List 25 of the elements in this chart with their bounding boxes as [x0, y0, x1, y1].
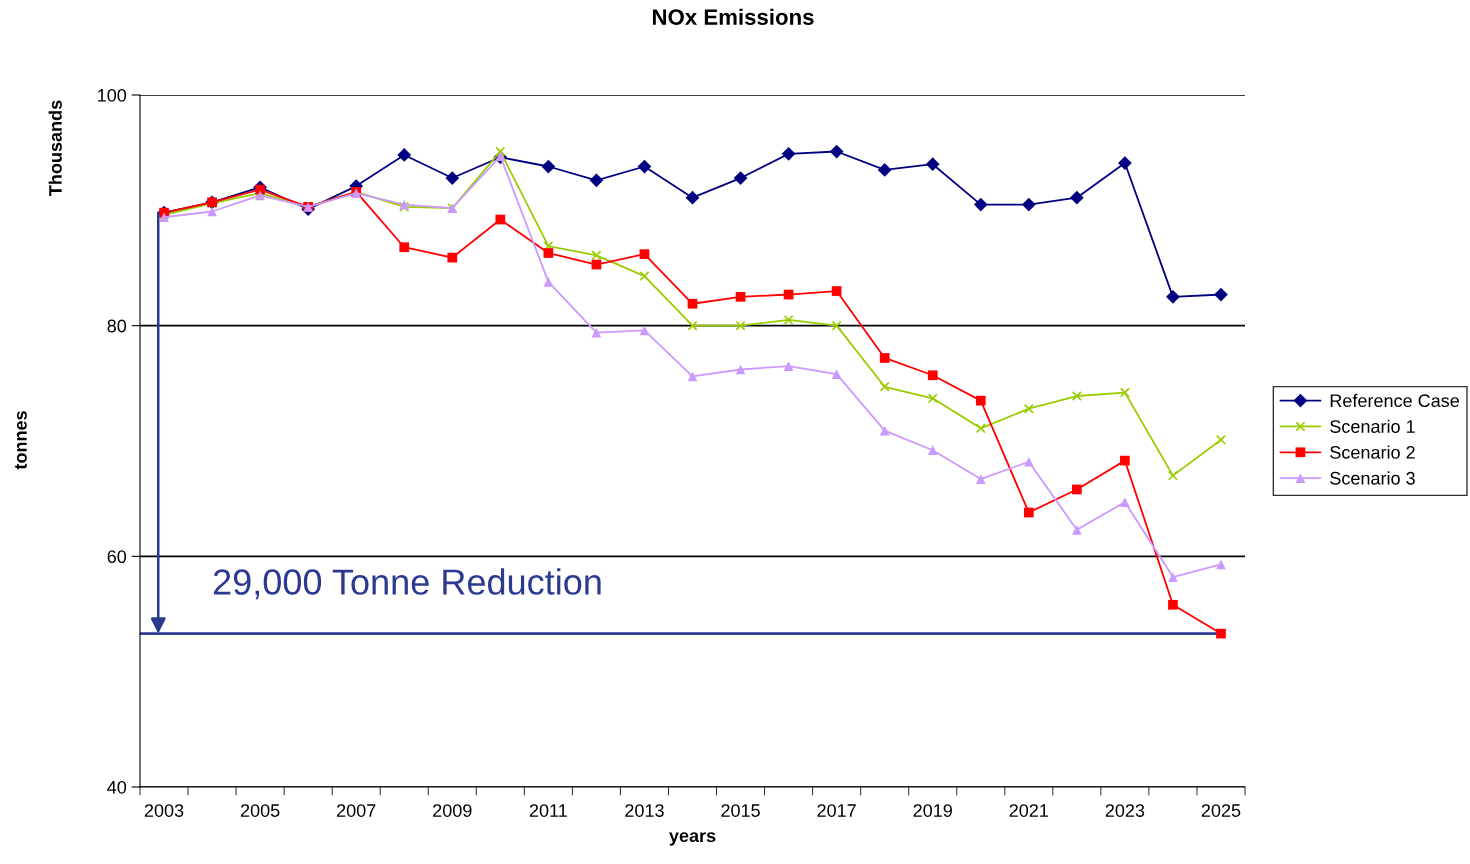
x-tick-label: 2009: [433, 804, 472, 817]
annotation: 29,000 Tonne Reduction: [213, 568, 601, 600]
x-tick-label: 2003: [144, 804, 184, 817]
x-tick-label: 2005: [240, 804, 280, 817]
y-tick-label: 40: [107, 780, 127, 794]
x-axis-title: years: [669, 832, 716, 846]
y-tick-label: 60: [107, 550, 127, 564]
x-tick-label: 2013: [625, 804, 664, 817]
x-tick-label: 2011: [529, 804, 567, 817]
y-tick-label: 100: [98, 88, 127, 102]
x-tick-label: 2023: [1105, 804, 1145, 817]
legend-label: Scenario 3: [1330, 471, 1415, 485]
legend-label: Scenario 2: [1330, 445, 1415, 459]
legend-label: Reference Case: [1330, 393, 1459, 408]
x-tick-label: 2019: [913, 804, 952, 817]
text: Thousands: [48, 100, 62, 196]
chart-title: NOx Emissions: [652, 8, 814, 25]
x-tick-label: 2017: [817, 804, 856, 817]
y-tick-label: 80: [107, 319, 127, 333]
x-tick-label: 2021: [1009, 804, 1049, 817]
y-axis-title: tonnes: [14, 411, 27, 470]
x-tick-label: 2025: [1201, 804, 1241, 817]
x-tick-label: 2007: [337, 804, 376, 817]
legend-label: Scenario 1: [1330, 419, 1415, 433]
x-tick-label: 2015: [721, 804, 760, 817]
